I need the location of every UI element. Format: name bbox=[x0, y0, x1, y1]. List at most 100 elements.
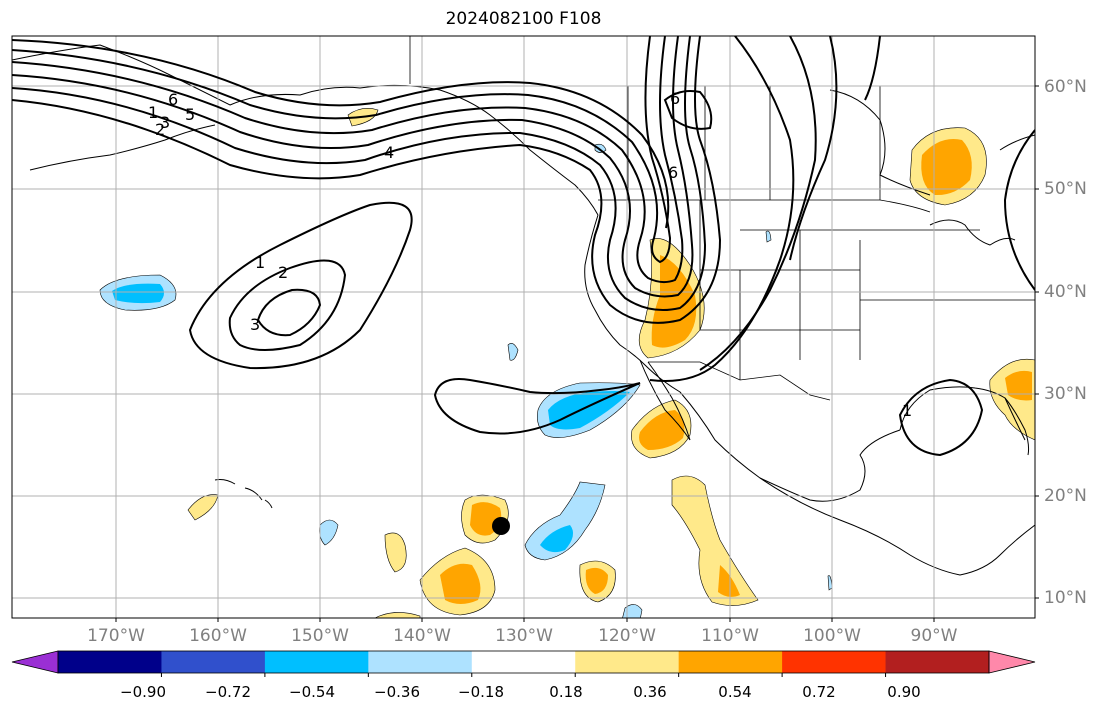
anomaly-positive-pacific-3 bbox=[671, 475, 759, 606]
contour-label: 6 bbox=[668, 163, 678, 182]
lon-label: 140°W bbox=[393, 626, 451, 646]
colorbar-tick-label: 0.72 bbox=[802, 683, 836, 701]
colorbar-tick-label: 0.54 bbox=[718, 683, 752, 701]
jet-contour-2 bbox=[12, 36, 707, 311]
coast-great-lakes bbox=[929, 219, 1016, 246]
coast-hudson bbox=[829, 89, 931, 196]
border-us-mexico bbox=[648, 361, 831, 401]
anomaly-negative-pacific-west-core bbox=[112, 283, 164, 304]
coast-west-us bbox=[584, 214, 901, 502]
anomaly-positive-pacific-2-core bbox=[440, 563, 481, 604]
lon-label: 130°W bbox=[495, 626, 553, 646]
anomaly-positive-pacific-6 bbox=[187, 494, 219, 521]
lon-label: 160°W bbox=[189, 626, 247, 646]
jet-contour-3 bbox=[12, 36, 694, 298]
colorbar-tick-label: 0.90 bbox=[887, 683, 921, 701]
colorbar bbox=[11, 650, 1036, 677]
low-contour-1 bbox=[188, 201, 413, 370]
contour-labels: 1 2 3 4 5 6 1 2 3 6 6 1 bbox=[148, 89, 912, 420]
lon-label: 90°W bbox=[910, 626, 958, 646]
anomaly-positive-pacific-8 bbox=[374, 612, 421, 618]
colorbar-swatch bbox=[264, 651, 369, 673]
anomaly-negative-subtropic-core bbox=[548, 391, 630, 430]
small-contour-a bbox=[663, 90, 713, 130]
coast-alaska bbox=[12, 44, 599, 216]
contour-label: 4 bbox=[384, 143, 394, 162]
lat-label: 30°N bbox=[1044, 384, 1087, 404]
colorbar-tick-label: 0.36 bbox=[633, 683, 667, 701]
colorbar-swatch bbox=[471, 651, 576, 673]
contour-label: 1 bbox=[255, 253, 265, 272]
border-canada-provinces bbox=[627, 86, 881, 200]
colorbar-swatch bbox=[58, 651, 162, 673]
jet-contour-5 bbox=[12, 36, 672, 264]
east-contour-4 bbox=[864, 36, 881, 101]
map-title: 2024082100 F108 bbox=[445, 9, 602, 29]
anomaly-positive-baja-core bbox=[639, 410, 685, 450]
colorbar-tick-label: −0.72 bbox=[205, 683, 251, 701]
anomaly-positive-southeast-core bbox=[1005, 370, 1032, 401]
subtropic-contour bbox=[433, 378, 641, 435]
coast-central-america bbox=[759, 477, 1035, 576]
lat-label: 20°N bbox=[1044, 486, 1087, 506]
lon-label: 110°W bbox=[701, 626, 759, 646]
colorbar-tick-label: 0.18 bbox=[549, 683, 583, 701]
east-edge-contour bbox=[1003, 129, 1035, 291]
colorbar-tick-label: −0.18 bbox=[458, 683, 504, 701]
colorbar-min-extension bbox=[11, 650, 59, 674]
coastlines bbox=[12, 44, 1035, 576]
lon-label: 170°W bbox=[87, 626, 145, 646]
axis-ticks bbox=[115, 85, 1039, 622]
jet-contour-6 bbox=[12, 39, 670, 229]
colorbar-max-extension bbox=[988, 650, 1036, 674]
anomaly-positive-west-us-core bbox=[651, 255, 697, 348]
lat-label: 40°N bbox=[1044, 282, 1087, 302]
storm-position-marker bbox=[492, 517, 510, 535]
lon-label: 120°W bbox=[598, 626, 656, 646]
jet-contour-4 bbox=[12, 36, 684, 284]
contour-label: 2 bbox=[278, 263, 288, 282]
contour-label: 3 bbox=[250, 315, 260, 334]
lat-label: 50°N bbox=[1044, 179, 1087, 199]
contour-label: 2 bbox=[155, 120, 165, 139]
east-contour-2 bbox=[699, 36, 817, 371]
anomaly-negative-small-6 bbox=[827, 575, 833, 591]
political-borders bbox=[409, 36, 1035, 401]
lon-label: 100°W bbox=[803, 626, 861, 646]
colorbar-swatch bbox=[368, 651, 473, 673]
coast-florida bbox=[1004, 397, 1030, 456]
east-contour-1 bbox=[649, 36, 795, 382]
coast-aleutians bbox=[29, 124, 216, 171]
contour-label: 6 bbox=[168, 90, 178, 109]
anomaly-positive-pacific-3-core bbox=[718, 565, 740, 597]
colorbar-tick-label: −0.90 bbox=[120, 683, 166, 701]
border-us-states bbox=[699, 200, 1035, 380]
lon-label: 150°W bbox=[291, 626, 349, 646]
contour-label: 6 bbox=[670, 89, 680, 108]
colorbar-swatch bbox=[575, 651, 680, 673]
anomaly-negative-small-2 bbox=[507, 343, 519, 361]
contour-label: 1 bbox=[148, 103, 158, 122]
anomaly-negative-small-5 bbox=[765, 230, 772, 243]
lat-label: 60°N bbox=[1044, 77, 1087, 97]
coast-gulf bbox=[899, 386, 1026, 441]
jet-contour-1 bbox=[12, 36, 722, 324]
colorbar-tick-label: −0.36 bbox=[374, 683, 420, 701]
east-contour-3 bbox=[789, 36, 838, 261]
anomaly-positive-pacific-4-core bbox=[585, 567, 608, 594]
coast-hawaii bbox=[214, 479, 273, 509]
colorbar-swatch bbox=[678, 651, 783, 673]
contour-label: 3 bbox=[160, 113, 170, 132]
gridlines bbox=[12, 36, 1035, 618]
anomaly-negative-pacific-south-core bbox=[540, 525, 574, 553]
gulf-contour bbox=[898, 378, 984, 457]
anomaly-negative-small-3 bbox=[594, 143, 607, 153]
anomaly-positive-pacific-5 bbox=[384, 532, 407, 573]
shaded-anomalies bbox=[99, 108, 1035, 618]
low-contour-3 bbox=[256, 288, 322, 337]
low-contour-2 bbox=[228, 259, 347, 351]
lat-label: 10°N bbox=[1044, 588, 1087, 608]
contours bbox=[12, 36, 1035, 457]
colorbar-swatch bbox=[161, 651, 266, 673]
